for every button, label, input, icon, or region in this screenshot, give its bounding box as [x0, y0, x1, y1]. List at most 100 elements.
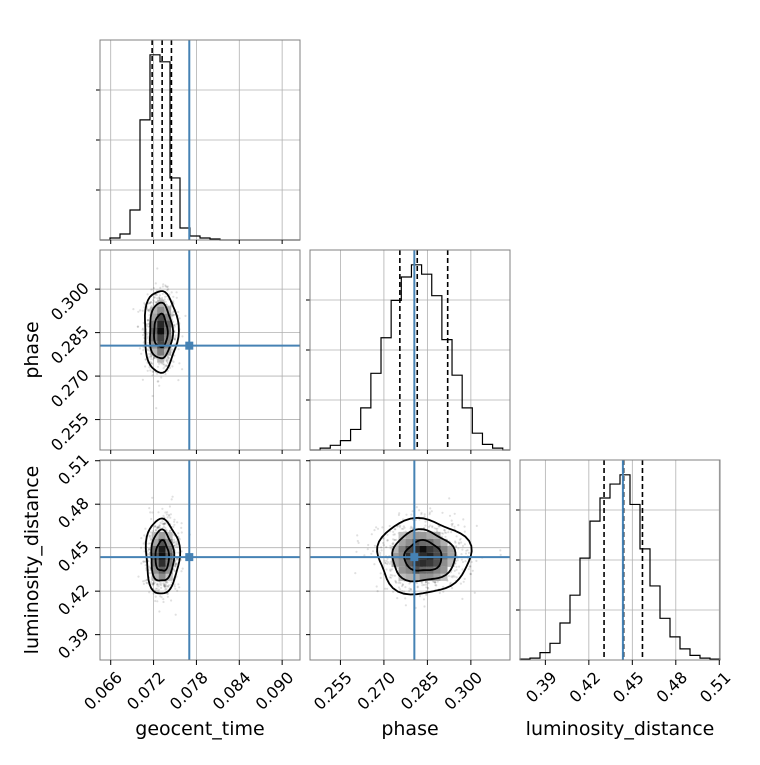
sample-point [166, 289, 169, 292]
sample-point [156, 526, 159, 529]
sample-point [151, 583, 154, 586]
sample-point [170, 498, 173, 501]
sample-point [147, 309, 150, 312]
sample-point [173, 523, 176, 526]
sample-point [167, 356, 170, 359]
sample-point [158, 526, 161, 529]
sample-point [420, 513, 423, 516]
sample-point [386, 562, 389, 566]
sample-point [172, 300, 175, 303]
sample-point [415, 506, 418, 509]
sample-point [174, 613, 177, 616]
sample-point [454, 562, 457, 565]
sample-point [394, 580, 397, 584]
sample-point [157, 588, 161, 591]
sample-point [397, 513, 400, 517]
sample-point [173, 313, 176, 316]
sample-point [376, 590, 379, 593]
sample-point [166, 511, 169, 514]
sample-point [151, 362, 154, 365]
sample-point [450, 519, 453, 522]
sample-point [431, 525, 434, 528]
sample-point [145, 579, 148, 582]
sample-point [152, 582, 155, 585]
density-cell [150, 306, 158, 314]
x-tick-label: 0.090 [252, 668, 298, 714]
sample-point [181, 567, 184, 570]
sample-point [428, 511, 431, 514]
density-cell [440, 566, 448, 574]
sample-point [416, 585, 419, 588]
sample-point [164, 511, 167, 514]
scatter-panel-geocent_time-vs-phase [100, 250, 300, 450]
sample-point [404, 597, 407, 600]
sample-point [403, 590, 406, 593]
sample-point [453, 512, 456, 515]
sample-point [416, 586, 419, 589]
sample-point [162, 514, 165, 518]
density-cell [433, 566, 441, 574]
density-cell [157, 334, 165, 342]
sample-point [162, 600, 165, 604]
sample-point [453, 569, 456, 573]
sample-point [469, 565, 472, 568]
sample-point [158, 583, 161, 586]
sample-point [409, 588, 412, 591]
sample-point [172, 568, 175, 571]
sample-point [149, 511, 152, 514]
x-tick-label: 0.42 [566, 668, 605, 707]
panel-frame [309, 459, 511, 661]
sample-point [141, 328, 144, 331]
sample-point [458, 542, 461, 545]
sample-point [169, 516, 172, 519]
sample-point [453, 525, 456, 528]
density-cell [440, 545, 448, 553]
sample-point [173, 585, 176, 588]
sample-point [163, 585, 166, 588]
sample-point [140, 537, 143, 540]
sample-point [146, 582, 149, 585]
sample-point [451, 524, 454, 527]
y-tick-label: 0.39 [54, 624, 93, 663]
x-tick-label: 0.255 [310, 668, 356, 714]
sample-point [147, 349, 150, 352]
density-cell [157, 348, 165, 356]
sample-point [149, 355, 153, 358]
sample-point [159, 584, 163, 587]
sample-point [388, 524, 391, 528]
y-tick-label: 0.300 [47, 279, 93, 325]
sample-point [388, 562, 391, 565]
sample-point [142, 341, 145, 344]
sample-point [460, 541, 463, 544]
panel-frame [99, 459, 301, 661]
sample-point [402, 527, 405, 531]
x-tick-label: 0.285 [397, 668, 443, 714]
density-cell [405, 559, 413, 567]
sample-point [367, 543, 370, 547]
sample-point [356, 539, 359, 543]
sample-point [455, 545, 458, 549]
sample-point [395, 581, 398, 584]
sample-point [173, 583, 176, 586]
sample-point [165, 584, 168, 588]
density-cell [398, 538, 406, 546]
sample-point [432, 580, 435, 583]
sample-point [167, 513, 171, 516]
sample-point [146, 552, 149, 555]
sample-point [392, 533, 395, 536]
sample-point [147, 548, 150, 551]
sample-point [395, 538, 398, 542]
sample-point [454, 540, 457, 543]
sample-point [164, 295, 167, 298]
sample-point [173, 540, 176, 543]
sample-point [150, 361, 153, 364]
sample-point [450, 531, 453, 534]
sample-point [174, 564, 177, 567]
sample-point [180, 570, 183, 573]
sample-point [393, 533, 396, 536]
sample-point [171, 365, 174, 368]
density-cell [426, 545, 434, 553]
sample-point [434, 581, 437, 584]
sample-point [174, 336, 177, 339]
contour-line [143, 290, 180, 374]
